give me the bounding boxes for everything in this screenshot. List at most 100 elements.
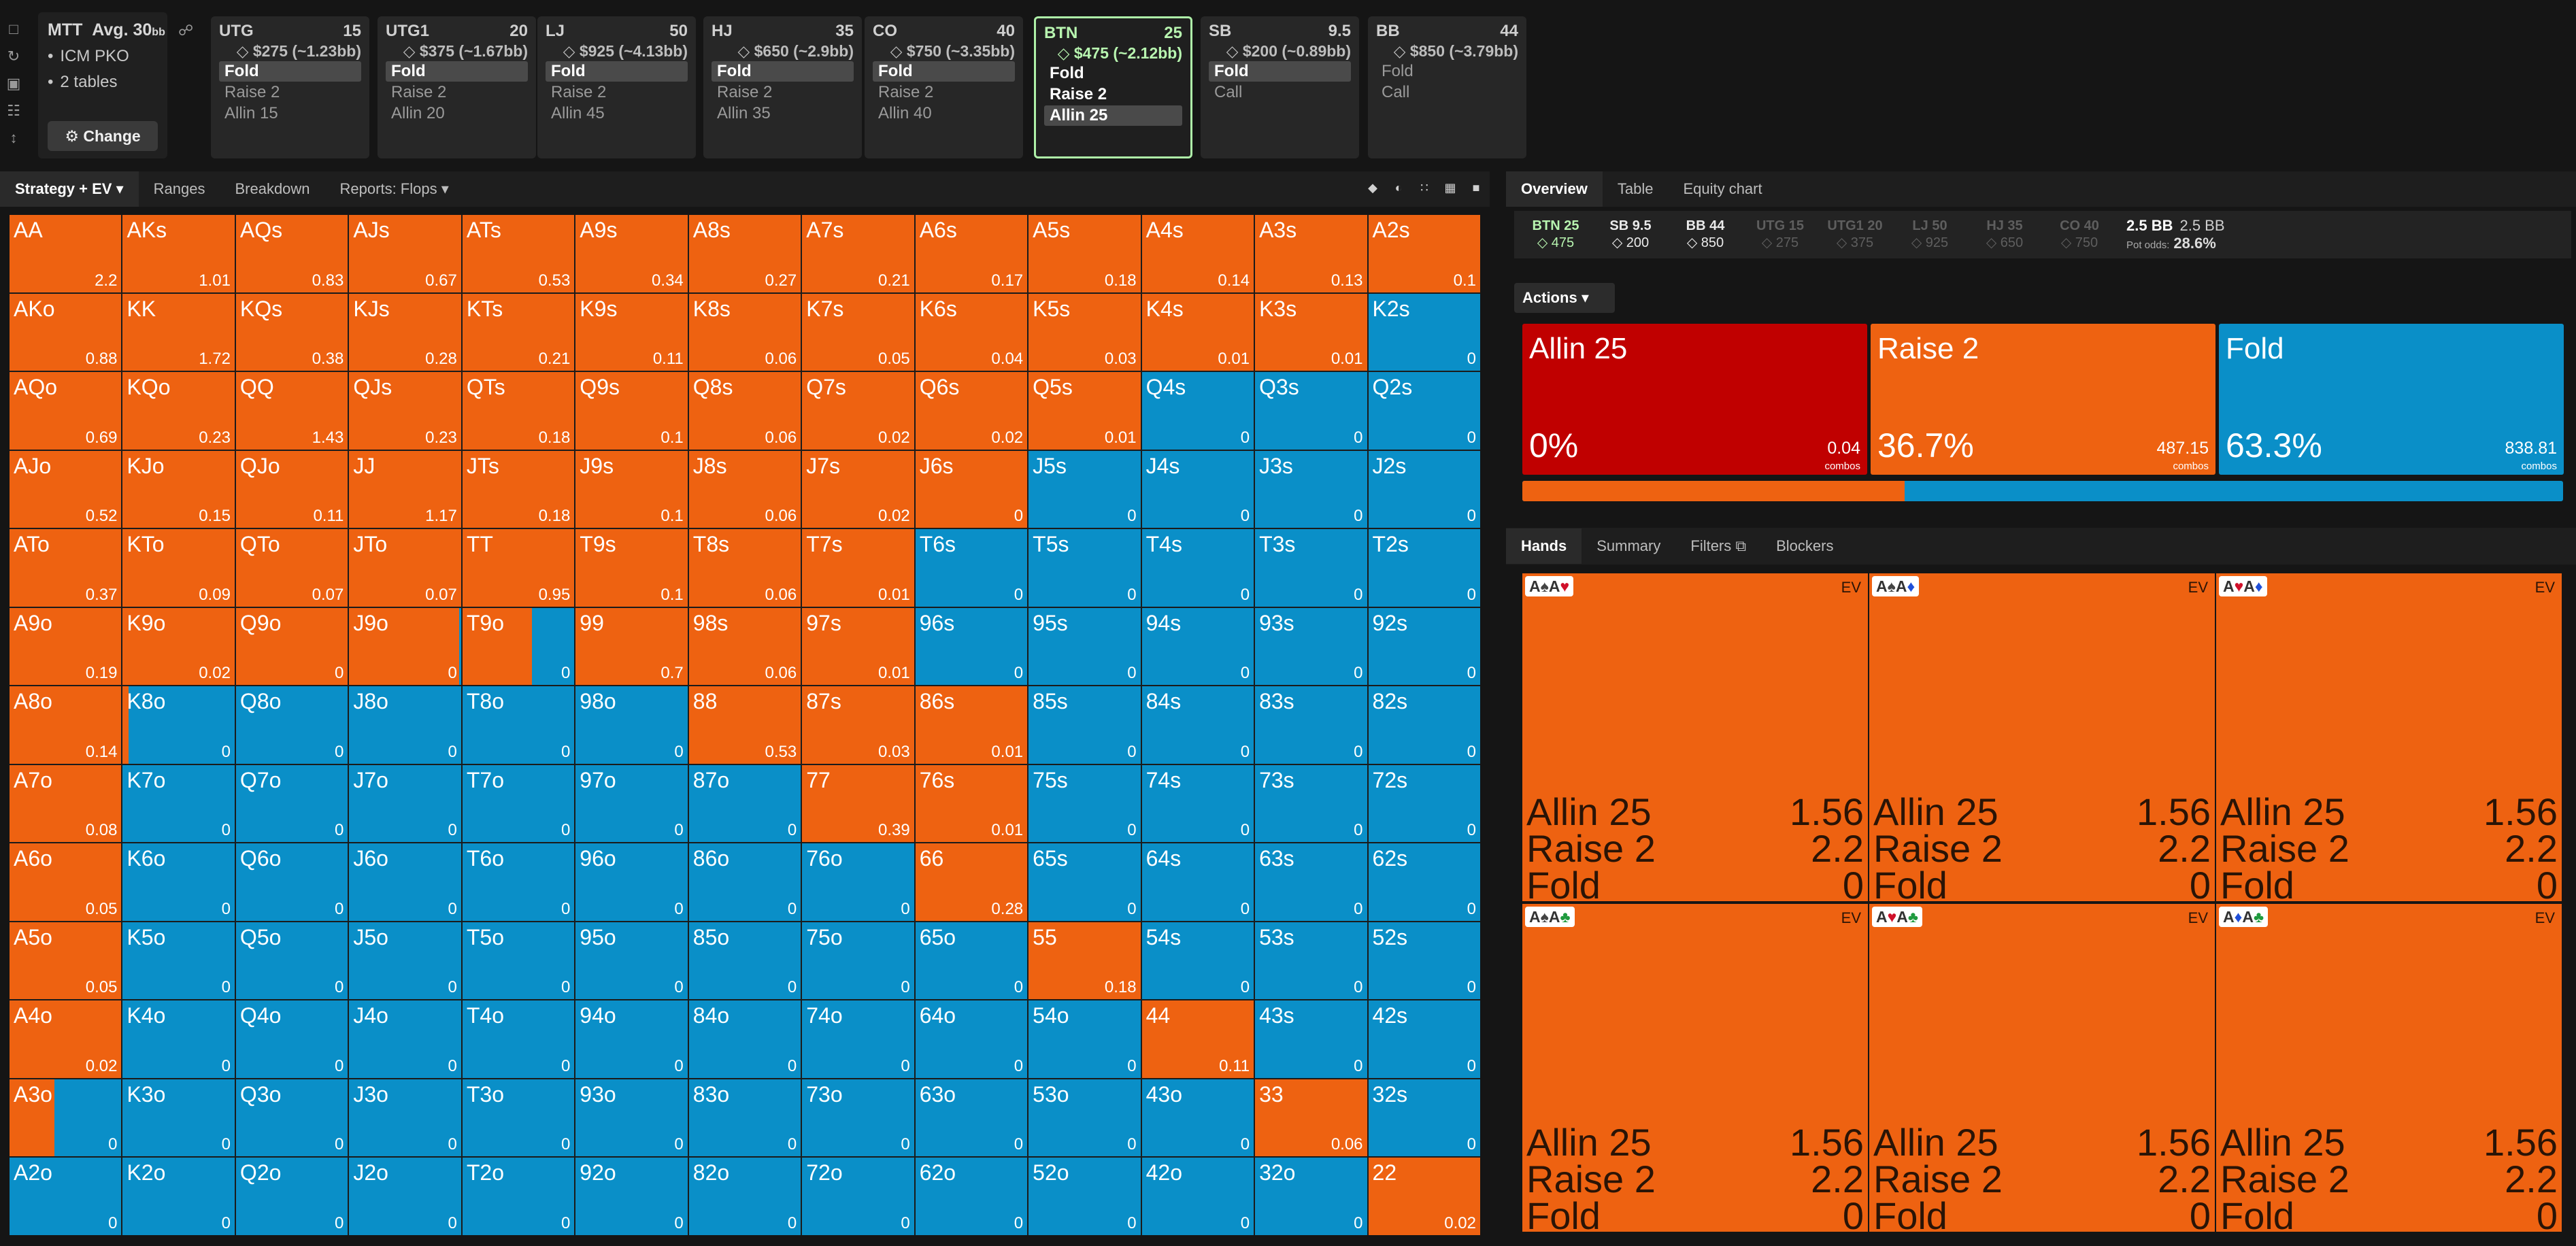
hand-cell[interactable]: K9s 0.11 — [575, 293, 688, 371]
position-bb[interactable]: BB 44 ◇ $850 (~3.79bb) Fold Call — [1368, 16, 1526, 158]
position-co[interactable]: CO 40 ◇ $750 (~3.35bb) Fold Raise 2 Allin 40 — [865, 16, 1023, 158]
hand-cell[interactable]: A2s 0.1 — [1368, 215, 1480, 292]
hand-cell[interactable]: 52o 0 — [1028, 1158, 1141, 1235]
hand-cell[interactable]: QTo 0.07 — [235, 529, 348, 607]
hand-cell[interactable]: K3o 0 — [122, 1079, 235, 1157]
hand-cell[interactable]: J2o 0 — [349, 1158, 461, 1235]
hand-cell[interactable]: 74o 0 — [802, 1000, 914, 1078]
hand-cell[interactable]: ATs 0.53 — [462, 215, 575, 292]
hand-cell[interactable]: 88 0.53 — [688, 686, 801, 764]
hand-cell[interactable]: 96o 0 — [575, 843, 688, 921]
hand-cell[interactable]: AJs 0.67 — [349, 215, 461, 292]
hand-cell[interactable]: Q3o 0 — [235, 1079, 348, 1157]
hand-cell[interactable]: 43o 0 — [1141, 1079, 1254, 1157]
tab-hands[interactable]: Hands — [1506, 528, 1582, 564]
hand-cell[interactable]: K8o 0 — [122, 686, 235, 764]
hand-cell[interactable]: 72s 0 — [1368, 764, 1480, 843]
hand-cell[interactable]: 54s 0 — [1141, 922, 1254, 1000]
combo-card[interactable]: A♦A♣ EV Allin 25 1.56 Raise 2 2.2 Fold 0 — [2216, 904, 2562, 1235]
hand-cell[interactable]: T5s 0 — [1028, 529, 1141, 607]
hand-cell[interactable]: K2s 0 — [1368, 293, 1480, 371]
action-option[interactable]: Fold — [1050, 64, 1084, 82]
action-option[interactable]: Fold — [1382, 62, 1414, 80]
hand-cell[interactable]: JTs 0.18 — [462, 450, 575, 528]
hand-cell[interactable]: K6o 0 — [122, 843, 235, 921]
hand-cell[interactable]: 83o 0 — [688, 1079, 801, 1157]
action-option[interactable]: Raise 2 — [551, 83, 607, 101]
action-box-1[interactable]: Raise 2 36.7% 487.15 combos — [1871, 324, 2215, 475]
hand-cell[interactable]: Q3s 0 — [1255, 372, 1367, 450]
tab-overview[interactable]: Overview — [1506, 171, 1603, 207]
hand-cell[interactable]: 85s 0 — [1028, 686, 1141, 764]
hand-cell[interactable]: 76o 0 — [802, 843, 914, 921]
action-option[interactable]: Raise 2 — [224, 83, 280, 101]
hand-cell[interactable]: Q7s 0.02 — [802, 372, 914, 450]
hand-cell[interactable]: K4o 0 — [122, 1000, 235, 1078]
hand-cell[interactable]: T3o 0 — [462, 1079, 575, 1157]
hand-cell[interactable]: 97s 0.01 — [802, 607, 914, 686]
hand-cell[interactable]: A3s 0.13 — [1255, 215, 1367, 292]
hand-cell[interactable]: K8s 0.06 — [688, 293, 801, 371]
hand-cell[interactable]: 95o 0 — [575, 922, 688, 1000]
position-lj[interactable]: LJ 50 ◇ $925 (~4.13bb) Fold Raise 2 Allin 45 — [537, 16, 696, 158]
action-option[interactable]: Fold — [1209, 61, 1351, 82]
hand-cell[interactable]: T8s 0.06 — [688, 529, 801, 607]
action-option[interactable]: Fold — [219, 61, 361, 82]
history-icon[interactable]: ↻ — [7, 48, 20, 65]
hand-cell[interactable]: 73s 0 — [1255, 764, 1367, 843]
hand-cell[interactable]: 99 0.7 — [575, 607, 688, 686]
hand-cell[interactable]: KQo 0.23 — [122, 372, 235, 450]
action-option[interactable]: Call — [1382, 83, 1410, 101]
hand-cell[interactable]: 74s 0 — [1141, 764, 1254, 843]
position-hj[interactable]: HJ 35 ◇ $650 (~2.9bb) Fold Raise 2 Allin 35 — [703, 16, 862, 158]
hand-cell[interactable]: J8s 0.06 — [688, 450, 801, 528]
hand-cell[interactable]: AKs 1.01 — [122, 215, 235, 292]
hand-cell[interactable]: Q5o 0 — [235, 922, 348, 1000]
hand-cell[interactable]: T5o 0 — [462, 922, 575, 1000]
hand-cell[interactable]: KTs 0.21 — [462, 293, 575, 371]
hand-cell[interactable]: 65o 0 — [915, 922, 1028, 1000]
hand-cell[interactable]: 92s 0 — [1368, 607, 1480, 686]
action-option[interactable]: Raise 2 — [1050, 85, 1107, 103]
hand-cell[interactable]: 55 0.18 — [1028, 922, 1141, 1000]
hand-cell[interactable]: Q6s 0.02 — [915, 372, 1028, 450]
hand-cell[interactable]: 32o 0 — [1255, 1158, 1367, 1235]
hand-cell[interactable]: KQs 0.38 — [235, 293, 348, 371]
action-option[interactable]: Raise 2 — [717, 83, 773, 101]
tab-table[interactable]: Table — [1617, 180, 1654, 197]
hand-cell[interactable]: 54o 0 — [1028, 1000, 1141, 1078]
action-option[interactable]: Allin 40 — [878, 104, 932, 122]
hand-cell[interactable]: Q4s 0 — [1141, 372, 1254, 450]
hand-cell[interactable]: K5s 0.03 — [1028, 293, 1141, 371]
hand-cell[interactable]: T9s 0.1 — [575, 529, 688, 607]
hand-cell[interactable]: 76s 0.01 — [915, 764, 1028, 843]
hand-cell[interactable]: K2o 0 — [122, 1158, 235, 1235]
hand-cell[interactable]: 86o 0 — [688, 843, 801, 921]
hand-cell[interactable]: 66 0.28 — [915, 843, 1028, 921]
hand-cell[interactable]: T6o 0 — [462, 843, 575, 921]
hand-cell[interactable]: 77 0.39 — [802, 764, 914, 843]
action-option[interactable]: Raise 2 — [391, 83, 447, 101]
hand-cell[interactable]: J6s 0 — [915, 450, 1028, 528]
hand-cell[interactable]: 42s 0 — [1368, 1000, 1480, 1078]
hand-cell[interactable]: T2o 0 — [462, 1158, 575, 1235]
hand-cell[interactable]: KJo 0.15 — [122, 450, 235, 528]
hand-cell[interactable]: Q5s 0.01 — [1028, 372, 1141, 450]
hand-cell[interactable]: J7o 0 — [349, 764, 461, 843]
hand-cell[interactable]: T9o 0 — [462, 607, 575, 686]
hand-cell[interactable]: 87s 0.03 — [802, 686, 914, 764]
hand-cell[interactable]: 53s 0 — [1255, 922, 1367, 1000]
hand-cell[interactable]: Q2o 0 — [235, 1158, 348, 1235]
hand-cell[interactable]: 64s 0 — [1141, 843, 1254, 921]
hand-cell[interactable]: 83s 0 — [1255, 686, 1367, 764]
hand-cell[interactable]: 63o 0 — [915, 1079, 1028, 1157]
action-option[interactable]: Call — [1214, 83, 1243, 101]
tab-ranges[interactable]: Ranges — [153, 180, 205, 197]
tab-filters[interactable]: Filters ⧉ — [1690, 537, 1747, 554]
change-button[interactable]: ⚙ Change — [48, 121, 158, 151]
position-btn[interactable]: BTN 25 ◇ $475 (~2.12bb) Fold Raise 2 Allin 25 — [1034, 16, 1192, 158]
hand-cell[interactable]: QJo 0.11 — [235, 450, 348, 528]
hand-cell[interactable]: J3s 0 — [1255, 450, 1367, 528]
hand-cell[interactable]: 43s 0 — [1255, 1000, 1367, 1078]
hand-cell[interactable]: 86s 0.01 — [915, 686, 1028, 764]
